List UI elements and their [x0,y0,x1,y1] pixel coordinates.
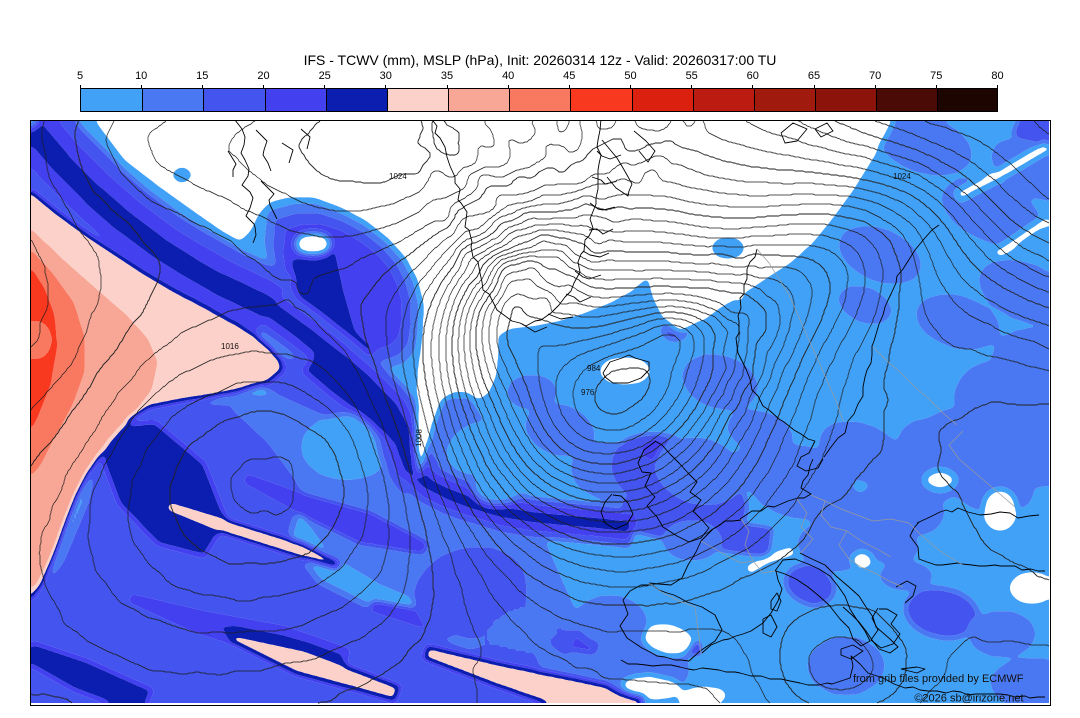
svg-text:976: 976 [581,388,595,397]
svg-text:1024: 1024 [389,172,407,181]
svg-text:1008: 1008 [414,428,424,447]
svg-text:984: 984 [587,364,601,373]
svg-text:from grib files provided by EC: from grib files provided by ECMWF [853,673,1024,685]
svg-text:1024: 1024 [893,172,911,181]
svg-text:1016: 1016 [221,342,239,351]
svg-text:©2026 sb@irizone.net: ©2026 sb@irizone.net [914,693,1023,705]
